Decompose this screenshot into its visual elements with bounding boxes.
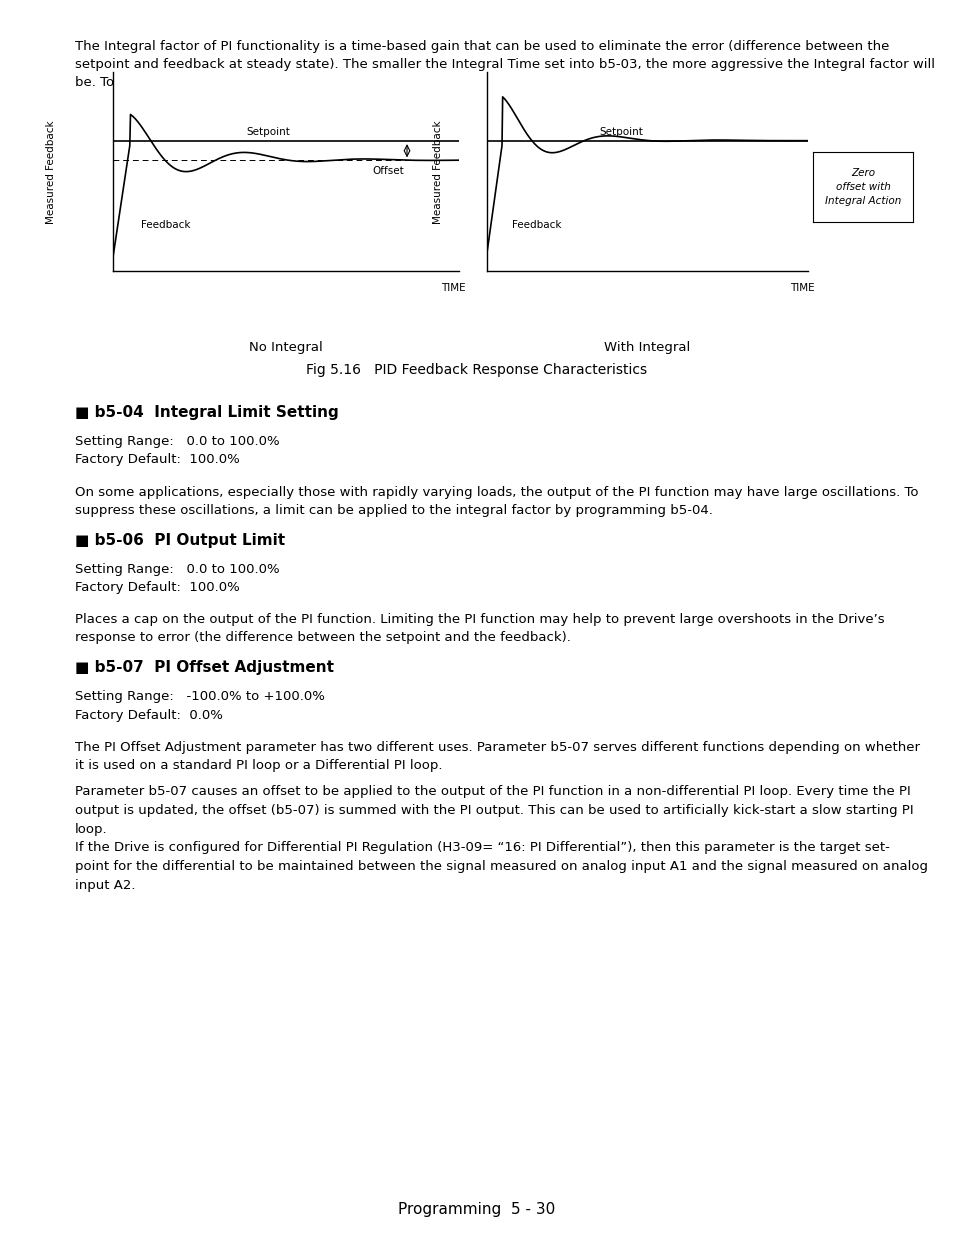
Text: Places a cap on the output of the PI function. Limiting the PI function may help: Places a cap on the output of the PI fun…: [75, 613, 883, 645]
Text: Feedback: Feedback: [512, 220, 561, 231]
Text: Setting Range:   0.0 to 100.0%: Setting Range: 0.0 to 100.0%: [75, 435, 279, 448]
Text: The Integral factor of PI functionality is a time-based gain that can be used to: The Integral factor of PI functionality …: [75, 40, 934, 89]
Text: Measured Feedback: Measured Feedback: [46, 120, 56, 224]
Text: Measured Feedback: Measured Feedback: [433, 120, 443, 224]
Text: Fig 5.16   PID Feedback Response Characteristics: Fig 5.16 PID Feedback Response Character…: [306, 363, 647, 377]
Text: ■ b5-04  Integral Limit Setting: ■ b5-04 Integral Limit Setting: [75, 405, 338, 420]
Text: Parameter b5-07 causes an offset to be applied to the output of the PI function : Parameter b5-07 causes an offset to be a…: [75, 785, 913, 836]
Text: Factory Default:  0.0%: Factory Default: 0.0%: [75, 709, 223, 721]
Text: Setting Range:   -100.0% to +100.0%: Setting Range: -100.0% to +100.0%: [75, 690, 325, 703]
Text: Zero
offset with
Integral Action: Zero offset with Integral Action: [824, 168, 901, 206]
Text: Setting Range:   0.0 to 100.0%: Setting Range: 0.0 to 100.0%: [75, 562, 279, 576]
Text: The PI Offset Adjustment parameter has two different uses. Parameter b5-07 serve: The PI Offset Adjustment parameter has t…: [75, 741, 919, 772]
Text: TIME: TIME: [789, 283, 814, 293]
Text: No Integral: No Integral: [249, 341, 322, 354]
Text: TIME: TIME: [440, 283, 465, 293]
Text: If the Drive is configured for Differential PI Regulation (H3-09= “16: PI Differ: If the Drive is configured for Different…: [75, 841, 927, 892]
Text: ■ b5-06  PI Output Limit: ■ b5-06 PI Output Limit: [75, 532, 285, 547]
Text: With Integral: With Integral: [603, 341, 690, 354]
Text: ■ b5-07  PI Offset Adjustment: ■ b5-07 PI Offset Adjustment: [75, 659, 334, 676]
Text: Factory Default:  100.0%: Factory Default: 100.0%: [75, 580, 239, 594]
Text: On some applications, especially those with rapidly varying loads, the output of: On some applications, especially those w…: [75, 485, 918, 517]
Text: Setpoint: Setpoint: [247, 127, 291, 137]
Text: Factory Default:  100.0%: Factory Default: 100.0%: [75, 453, 239, 467]
Text: Programming  5 - 30: Programming 5 - 30: [398, 1202, 555, 1216]
Text: Setpoint: Setpoint: [599, 127, 643, 137]
Text: Offset: Offset: [372, 165, 404, 175]
Text: Feedback: Feedback: [141, 220, 190, 231]
